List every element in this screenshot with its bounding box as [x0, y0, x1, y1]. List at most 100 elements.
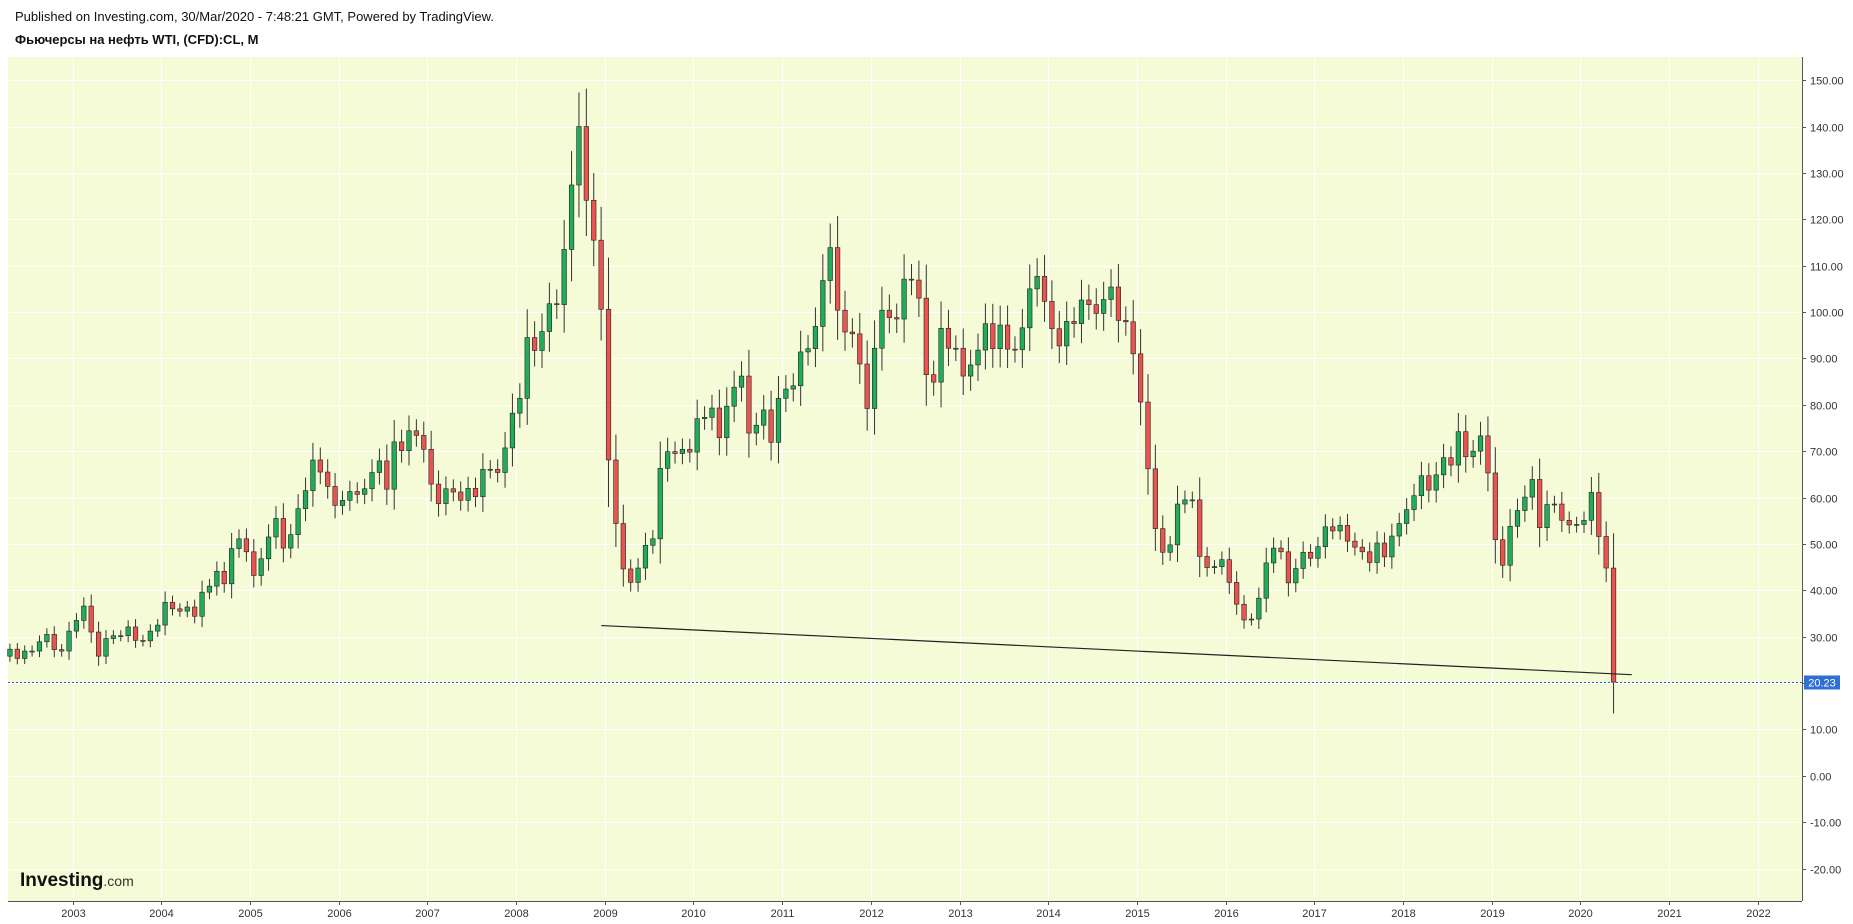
candle-body [805, 348, 811, 353]
x-tick-label: 2018 [1391, 908, 1415, 920]
candle-body [694, 418, 700, 453]
candle-body [1152, 468, 1158, 529]
candle-body [916, 279, 922, 299]
candle-body [953, 347, 959, 350]
candle-body [1108, 286, 1114, 300]
candle-body [997, 324, 1003, 349]
candle-body [960, 347, 966, 377]
candle-body [51, 634, 57, 650]
candle-body [598, 239, 604, 310]
candle-body [406, 430, 412, 452]
candle-body [1574, 524, 1580, 526]
candle-body [1145, 401, 1151, 470]
candle-body [753, 424, 759, 434]
candle-body [761, 409, 767, 426]
candle-body [155, 624, 161, 632]
candle-body [362, 488, 368, 495]
candle-body [413, 430, 419, 436]
candle-body [288, 534, 294, 549]
candle-body [738, 375, 745, 388]
candle-body [1219, 559, 1225, 567]
candle-body [199, 591, 205, 617]
candle-body [310, 459, 316, 491]
candle-body [1596, 492, 1602, 537]
candle-body [229, 548, 235, 585]
candle-body [1440, 457, 1447, 476]
candle-body [724, 405, 730, 439]
candle-body [59, 649, 65, 652]
candle-body [975, 349, 981, 366]
candle-body [583, 126, 589, 201]
candle-body [539, 331, 545, 351]
candle-body [620, 523, 626, 570]
candle-body [938, 327, 944, 383]
x-tick-label: 2019 [1480, 908, 1504, 920]
last-price-badge [1804, 675, 1840, 690]
candle-body [465, 487, 471, 501]
candle-body [1448, 457, 1454, 466]
candle-body [1500, 539, 1506, 566]
candle-body [1241, 603, 1247, 621]
candle-body [1455, 431, 1461, 466]
candle-body [132, 626, 139, 641]
y-tick-label: -10.00 [1810, 818, 1841, 830]
candle-body [1064, 321, 1070, 347]
x-tick-label: 2008 [504, 908, 528, 920]
candle-body [1507, 526, 1513, 566]
candle-body [36, 641, 43, 652]
x-tick-label: 2011 [771, 908, 795, 920]
candle-body [871, 347, 878, 409]
candle-body [88, 605, 94, 633]
candle-body [1544, 504, 1550, 528]
candle-body [849, 331, 855, 335]
candle-body [1234, 582, 1240, 605]
candle-body [1367, 551, 1373, 563]
candle-body [1610, 567, 1617, 683]
candle-body [265, 536, 272, 560]
candle-body [487, 468, 493, 471]
candle-body [1485, 435, 1491, 474]
x-tick-label: 2014 [1036, 908, 1060, 920]
candle-body [982, 323, 988, 351]
candle-body [1559, 503, 1565, 521]
candle-body [650, 538, 656, 546]
candle-body [332, 486, 338, 506]
candle-body [1278, 547, 1284, 553]
candle-body [1433, 474, 1439, 491]
candle-body [1396, 523, 1402, 537]
candle-body [1463, 431, 1469, 458]
candle-body [450, 488, 456, 493]
y-tick-label: 90.00 [1810, 354, 1838, 366]
candle-body [1041, 276, 1048, 302]
plot-area [8, 57, 1802, 901]
candle-body [1056, 328, 1062, 347]
candle-body [1389, 535, 1395, 558]
candle-body [945, 327, 952, 349]
logo-brand: Investing [20, 870, 103, 891]
candle-body [1522, 496, 1528, 511]
x-tick-label: 2004 [149, 908, 173, 920]
candle-body [1322, 526, 1328, 548]
candle-body [524, 337, 530, 399]
candle-body [1256, 597, 1262, 620]
candle-body [768, 409, 774, 443]
candle-body [709, 407, 715, 418]
y-tick-label: 130.00 [1810, 169, 1844, 181]
candle-body [1027, 288, 1033, 329]
candle-body [1293, 568, 1299, 584]
candle-body [280, 518, 286, 549]
y-tick-label: 50.00 [1810, 540, 1838, 552]
candle-body [1130, 321, 1136, 355]
candle-body [1374, 542, 1380, 563]
candle-body [472, 487, 479, 497]
candle-body [1204, 556, 1210, 568]
candle-body [1330, 526, 1336, 532]
candle-body [790, 385, 796, 390]
candle-body [81, 605, 87, 621]
candle-body [391, 441, 397, 490]
candle-body [1537, 479, 1543, 528]
candle-body [783, 388, 789, 399]
candle-body [613, 459, 619, 524]
candle-body [1285, 551, 1291, 584]
